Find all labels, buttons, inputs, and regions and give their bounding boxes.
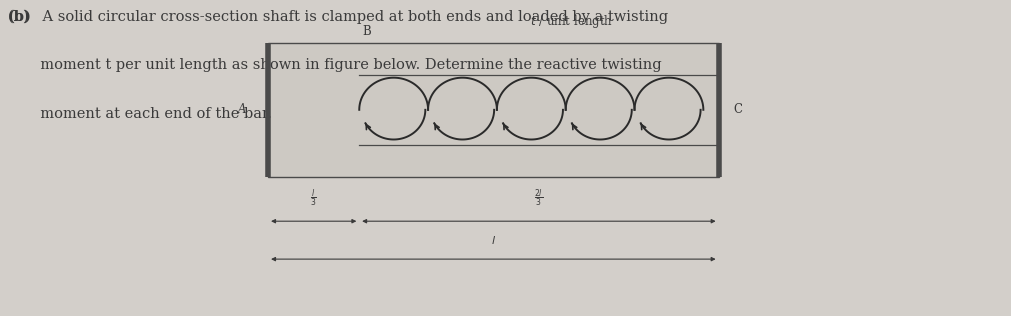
Text: moment t per unit length as shown in figure below. Determine the reactive twisti: moment t per unit length as shown in fig…	[8, 58, 661, 72]
Text: $\frac{l}{3}$: $\frac{l}{3}$	[310, 187, 316, 209]
Text: (b)   A solid circular cross-section shaft is clamped at both ends and loaded by: (b) A solid circular cross-section shaft…	[8, 9, 667, 24]
Text: $\frac{2l}{3}$: $\frac{2l}{3}$	[534, 187, 543, 209]
Text: $l$: $l$	[490, 234, 495, 246]
Text: $t$ / unit length: $t$ / unit length	[530, 13, 613, 30]
Text: C: C	[733, 103, 742, 116]
Text: A: A	[238, 103, 246, 116]
Bar	[268, 43, 718, 177]
Text: moment at each end of the bar.: moment at each end of the bar.	[8, 107, 272, 121]
Text: B: B	[362, 25, 371, 38]
Bar	[268, 43, 718, 177]
Text: (b): (b)	[8, 9, 32, 23]
